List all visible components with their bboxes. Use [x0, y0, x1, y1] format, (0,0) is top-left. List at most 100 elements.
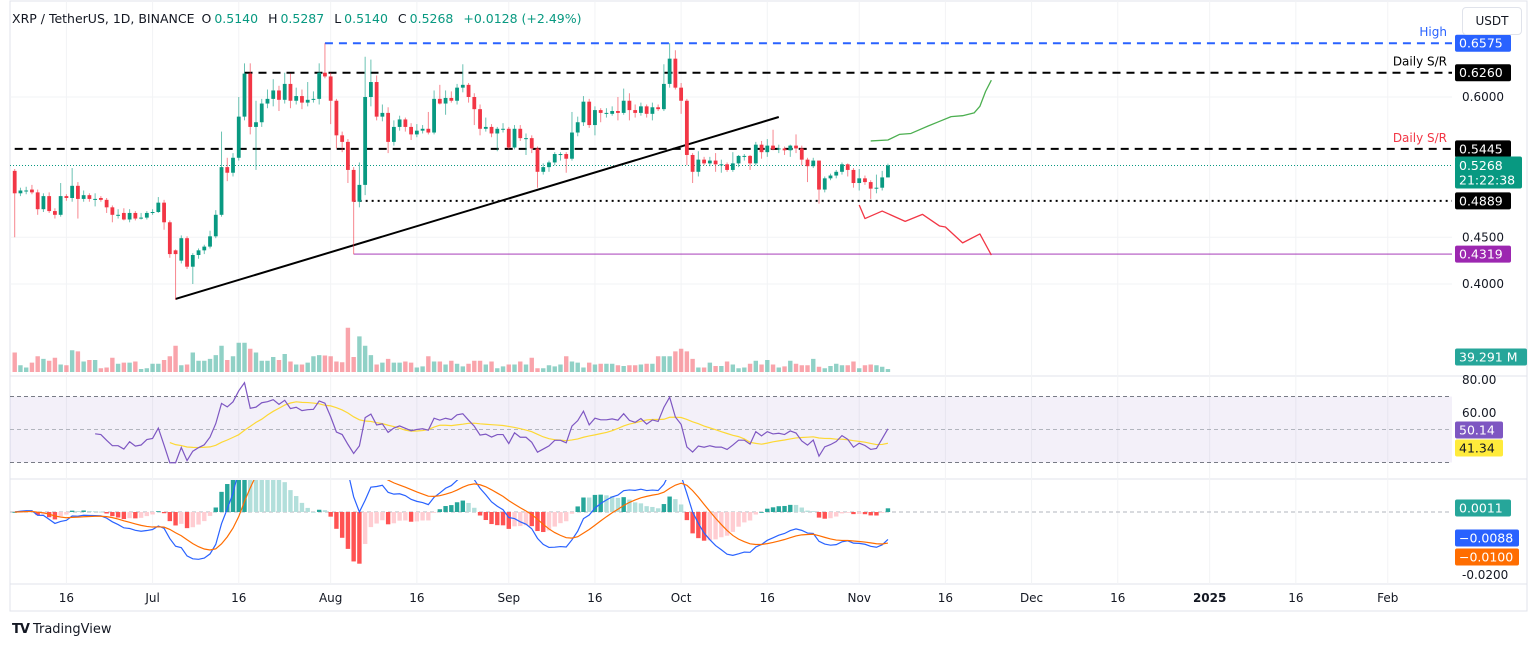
volume-bar [857, 368, 862, 372]
macd-histogram-bar [575, 506, 580, 512]
macd-histogram-bar [104, 512, 109, 514]
candle-body [673, 58, 678, 88]
candle-body [730, 163, 735, 170]
candle [794, 134, 798, 154]
candle [598, 108, 603, 123]
candle [547, 160, 551, 172]
macd-histogram-bar [759, 511, 764, 513]
candle-body [139, 217, 143, 219]
level-text: Daily S/R [1393, 55, 1447, 69]
macd-histogram-bar [305, 507, 310, 512]
symbol-title: XRP / TetherUS, 1D, BINANCE [12, 11, 195, 26]
macd-histogram-bar [581, 497, 586, 512]
volume-bar [150, 363, 155, 372]
candle [449, 91, 454, 103]
macd-histogram-bar [839, 512, 845, 514]
candle [501, 123, 505, 133]
volume-bar [655, 356, 661, 372]
candle [87, 193, 92, 202]
candle [673, 50, 678, 90]
candle [742, 154, 747, 161]
macd-histogram-bar [115, 512, 121, 518]
candle [817, 160, 821, 204]
candle [265, 89, 270, 109]
candle-body [219, 167, 224, 215]
macd-histogram-bar [604, 495, 609, 512]
volume-bar [58, 364, 63, 372]
macd-signal-label-text: −0.0100 [1459, 550, 1513, 565]
macd-histogram-bar [219, 491, 224, 512]
macd-histogram-bar [799, 507, 804, 512]
volume-bar [701, 367, 707, 372]
candle-body [93, 198, 98, 200]
macd-histogram-bar [483, 512, 488, 521]
x-axis-label: 16 [760, 591, 775, 605]
candle [466, 82, 471, 103]
candle [644, 104, 649, 118]
candle-body [282, 83, 287, 100]
candle-body [87, 195, 92, 199]
volume-bar [862, 365, 868, 372]
candle [558, 152, 563, 161]
candle-body [449, 97, 454, 101]
volume-bar [35, 356, 40, 372]
macd-histogram-bar [609, 496, 615, 512]
candle [782, 146, 787, 155]
volume-bar [311, 356, 316, 372]
volume-bar [696, 367, 701, 372]
volume-bar [431, 361, 437, 372]
volume-bar [811, 358, 816, 372]
rsi-ma-value-label-text: 41.34 [1459, 441, 1495, 456]
candle [190, 253, 195, 284]
volume-bar [684, 351, 690, 372]
volume-bar [190, 352, 195, 372]
volume-bar [483, 364, 488, 372]
volume-label: 39.291 M [1455, 348, 1527, 366]
candle-body [661, 83, 666, 110]
volume-bar [391, 362, 397, 372]
candle-body [18, 190, 23, 194]
currency-button[interactable]: USDT [1462, 7, 1522, 35]
candle [495, 126, 500, 152]
candle [788, 144, 793, 157]
candle [116, 209, 121, 219]
candle-body [707, 160, 712, 164]
macd-histogram-bar [385, 512, 391, 525]
volume-bar [397, 362, 402, 372]
high-value: H 0.5287 [268, 11, 325, 26]
candle [455, 83, 459, 105]
macd-histogram-bar [368, 512, 374, 528]
macd-histogram-bar [328, 512, 333, 517]
candle [564, 152, 569, 173]
volume-bar [46, 360, 52, 372]
macd-histogram-bar [253, 480, 259, 512]
candle [357, 162, 362, 208]
volume-bar [868, 364, 873, 372]
macd-histogram-bar [150, 512, 155, 515]
volume-bar [632, 365, 638, 372]
candle [259, 98, 264, 127]
volume-bar [500, 366, 506, 372]
volume-bar [638, 364, 644, 372]
candle-body [156, 202, 161, 213]
macd-histogram-bar [793, 504, 799, 512]
candle [587, 98, 592, 128]
volume-bar [673, 351, 678, 372]
macd-histogram-bar [742, 512, 747, 523]
candle [288, 73, 293, 109]
macd-histogram-bar [420, 512, 425, 521]
candle [857, 168, 862, 191]
volume-bar [489, 361, 494, 372]
candle-body [765, 145, 770, 153]
candle-body [478, 109, 482, 129]
candle-body [811, 160, 816, 167]
candle [730, 152, 735, 172]
candle [173, 249, 178, 300]
candle-body [351, 169, 356, 202]
candle-body [70, 185, 75, 198]
candle [403, 117, 408, 132]
candle-body [679, 87, 684, 101]
candle [570, 111, 574, 161]
candle-body [311, 98, 316, 100]
